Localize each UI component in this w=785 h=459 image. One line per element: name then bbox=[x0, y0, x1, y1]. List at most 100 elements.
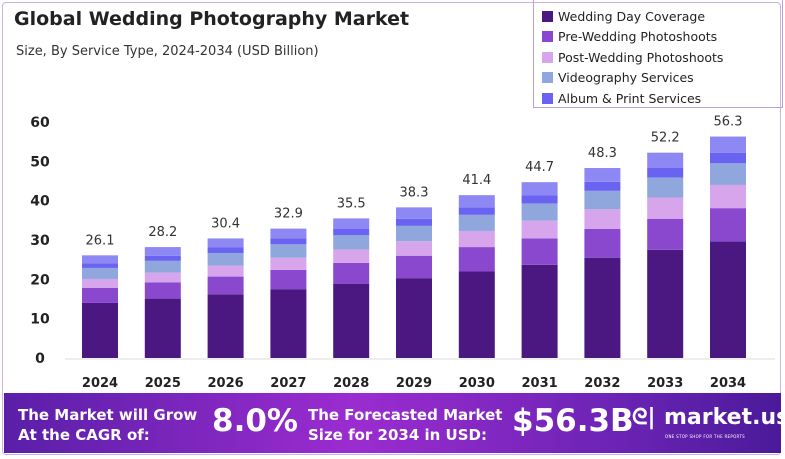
bar-segment bbox=[207, 247, 244, 253]
bar-segment bbox=[396, 207, 432, 219]
bar-segment bbox=[333, 262, 370, 284]
bar-segment bbox=[521, 195, 558, 204]
data-label: 28.2 bbox=[148, 225, 177, 240]
bar-segment bbox=[207, 265, 244, 277]
bar-segment bbox=[647, 249, 684, 358]
bar-segment bbox=[396, 225, 432, 242]
bar-segment bbox=[82, 287, 118, 303]
legend-swatch bbox=[542, 31, 553, 43]
legend-item: Videography Services bbox=[542, 68, 774, 89]
data-label: 30.4 bbox=[211, 216, 240, 231]
forecast-value: $56.3B bbox=[512, 403, 634, 439]
bar-segment bbox=[647, 197, 684, 219]
legend-item: Wedding Day Coverage bbox=[542, 6, 774, 27]
plot-area: 010203040506026.1202428.2202530.4202632.… bbox=[30, 115, 775, 391]
legend-swatch bbox=[542, 51, 553, 63]
y-tick-label: 30 bbox=[30, 233, 50, 249]
bar-segment bbox=[144, 255, 181, 261]
legend-swatch bbox=[542, 10, 553, 22]
bar-segment bbox=[521, 203, 558, 221]
x-tick-label: 2026 bbox=[208, 376, 244, 391]
bar-segment bbox=[207, 294, 244, 358]
forecast-label-line1: The Forecasted Market bbox=[308, 406, 503, 424]
bar-segment bbox=[710, 152, 746, 164]
bar-segment bbox=[82, 255, 118, 264]
data-label: 44.7 bbox=[525, 160, 554, 175]
logo-icon: ᘓ| bbox=[632, 405, 656, 430]
x-tick-label: 2024 bbox=[82, 376, 118, 391]
bar-segment bbox=[521, 220, 558, 239]
bar-segment bbox=[270, 238, 307, 245]
y-tick-label: 10 bbox=[30, 312, 50, 328]
x-tick-label: 2025 bbox=[145, 376, 181, 391]
bar-segment bbox=[270, 269, 307, 290]
bar-segment bbox=[521, 182, 558, 196]
x-tick-label: 2033 bbox=[647, 376, 683, 391]
y-tick-label: 40 bbox=[30, 194, 50, 210]
bar-segment bbox=[144, 260, 181, 273]
bar-segment bbox=[710, 241, 746, 358]
bar-segment bbox=[458, 271, 495, 358]
logo-tagline: ONE STOP SHOP FOR THE REPORTS bbox=[665, 434, 745, 439]
bar-segment bbox=[333, 228, 370, 236]
bar-segment bbox=[270, 228, 307, 239]
data-label: 48.3 bbox=[588, 146, 617, 161]
bar-segment bbox=[207, 238, 244, 248]
bar-segment bbox=[333, 249, 370, 263]
data-label: 35.5 bbox=[337, 196, 366, 211]
bar-segment bbox=[710, 163, 746, 185]
cagr-label-line2: At the CAGR of: bbox=[18, 426, 150, 444]
legend-label: Wedding Day Coverage bbox=[558, 8, 706, 24]
legend-label: Post-Wedding Photoshoots bbox=[558, 49, 724, 65]
y-tick-label: 50 bbox=[30, 154, 50, 170]
bar-segment bbox=[396, 278, 432, 358]
chart-title: Global Wedding Photography Market bbox=[14, 8, 410, 30]
bar-segment bbox=[647, 177, 684, 198]
legend: Wedding Day Coverage Pre-Wedding Photosho… bbox=[533, 0, 783, 108]
legend-swatch bbox=[542, 72, 553, 84]
bar-segment bbox=[270, 257, 307, 270]
bar-segment bbox=[333, 283, 370, 358]
y-tick-label: 20 bbox=[30, 272, 50, 288]
bar-segment bbox=[710, 184, 746, 209]
forecast-label-line2: Size for 2034 in USD: bbox=[308, 426, 487, 444]
data-label: 56.3 bbox=[714, 115, 743, 130]
x-tick-label: 2029 bbox=[396, 376, 432, 391]
frame bbox=[2, 2, 781, 455]
bar-segment bbox=[396, 255, 432, 279]
bar-segment bbox=[458, 195, 495, 208]
bar-segment bbox=[521, 238, 558, 265]
x-tick-label: 2032 bbox=[584, 376, 620, 391]
x-tick-label: 2034 bbox=[710, 376, 746, 391]
bar-segment bbox=[710, 136, 746, 153]
bar-segment bbox=[584, 209, 621, 229]
bar-segment bbox=[584, 190, 621, 210]
legend-item: Post-Wedding Photoshoots bbox=[542, 47, 774, 68]
bar-segment bbox=[647, 218, 684, 250]
legend-swatch bbox=[542, 92, 553, 104]
data-label: 38.3 bbox=[400, 185, 429, 200]
bar-segment bbox=[270, 289, 307, 358]
bar-segment bbox=[458, 207, 495, 215]
bar-segment bbox=[82, 302, 118, 358]
y-tick-label: 0 bbox=[35, 351, 45, 367]
chart-subtitle: Size, By Service Type, 2024-2034 (USD Bi… bbox=[16, 44, 319, 59]
bar-segment bbox=[144, 247, 181, 256]
bar-segment bbox=[207, 276, 244, 295]
bar-segment bbox=[144, 298, 181, 358]
bar-segment bbox=[584, 257, 621, 358]
bar-segment bbox=[333, 235, 370, 250]
bar-segment bbox=[82, 267, 118, 279]
cagr-label-line1: The Market will Grow bbox=[18, 406, 198, 424]
bar-segment bbox=[270, 244, 307, 258]
bar-segment bbox=[458, 230, 495, 248]
legend-item: Pre-Wedding Photoshoots bbox=[542, 27, 774, 48]
bar-segment bbox=[458, 247, 495, 272]
bar-segment bbox=[144, 272, 181, 283]
x-tick-label: 2030 bbox=[459, 376, 495, 391]
bar-segment bbox=[396, 218, 432, 226]
bar-segment bbox=[647, 167, 684, 178]
x-tick-label: 2027 bbox=[270, 376, 306, 391]
bar-segment bbox=[458, 214, 495, 231]
cagr-value: 8.0% bbox=[212, 403, 298, 439]
